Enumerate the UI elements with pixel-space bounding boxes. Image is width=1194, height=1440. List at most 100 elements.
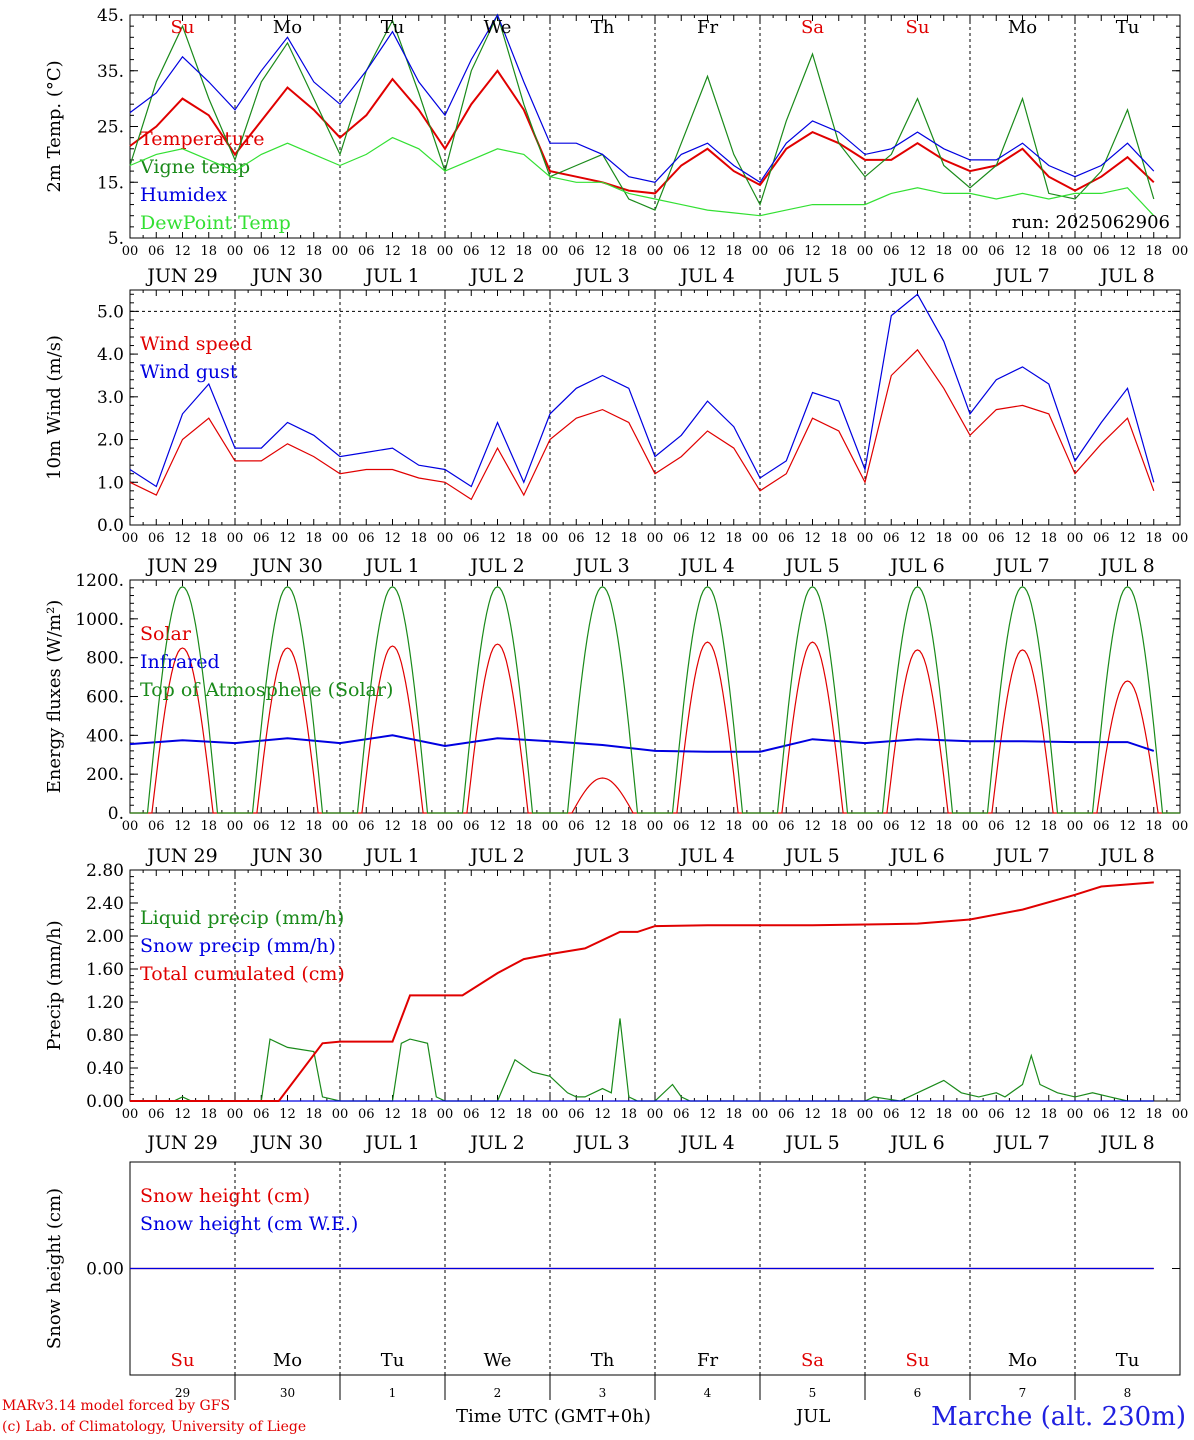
hour-tick-label: 12 <box>174 531 191 546</box>
hour-tick-label: 12 <box>384 244 401 259</box>
hour-tick-label: 00 <box>857 1107 874 1122</box>
hour-tick-label: 06 <box>463 531 480 546</box>
hour-tick-label: 12 <box>1119 819 1136 834</box>
hour-tick-label: 18 <box>1040 1107 1057 1122</box>
weekday-label: We <box>484 1350 512 1371</box>
y-axis-label: Energy fluxes (W/m²) <box>44 600 65 794</box>
hour-tick-label: 00 <box>752 244 769 259</box>
lab-credit: (c) Lab. of Climatology, University of L… <box>2 1419 307 1435</box>
hour-tick-label: 00 <box>542 244 559 259</box>
panel-snow: 0.00 Snow height (cm) Snow height (cm) Snow… <box>44 1161 1181 1376</box>
y-tick-label: 4.0 <box>97 345 124 365</box>
hour-tick-label: 00 <box>122 1107 139 1122</box>
hour-tick-label: 12 <box>804 531 821 546</box>
hour-tick-label: 00 <box>1067 1107 1084 1122</box>
hour-tick-label: 00 <box>647 244 664 259</box>
hour-tick-label: 06 <box>148 1107 165 1122</box>
date-label: JUL 7 <box>993 845 1049 867</box>
hour-tick-label: 18 <box>410 531 427 546</box>
panel-wind: 00 06 12 18 00 06 12 18 00 06 12 18 00 06 12 18 00 06 12 18… <box>44 289 1188 577</box>
hour-tick-label: 06 <box>358 1107 375 1122</box>
hour-tick-label: 12 <box>1119 244 1136 259</box>
hour-tick-label: 00 <box>122 244 139 259</box>
hour-tick-label: 12 <box>279 244 296 259</box>
hour-tick-label: 12 <box>384 531 401 546</box>
hour-tick-label: 12 <box>174 819 191 834</box>
hour-tick-label: 00 <box>1172 819 1189 834</box>
day-number-label: 29 <box>175 1386 190 1400</box>
hour-tick-label: 06 <box>673 531 690 546</box>
legend-entry: DewPoint Temp <box>140 212 291 234</box>
weekday-label: Fr <box>697 1350 718 1371</box>
hour-tick-label: 06 <box>988 819 1005 834</box>
date-label: JUN 29 <box>145 265 217 287</box>
hour-tick-label: 06 <box>673 1107 690 1122</box>
legend-entry: Solar <box>140 623 192 645</box>
day-number-label: 1 <box>389 1386 397 1400</box>
hour-tick-label: 18 <box>725 1107 742 1122</box>
hour-tick-label: 00 <box>227 1107 244 1122</box>
y-tick-label: 0.80 <box>86 1026 124 1046</box>
hour-tick-label: 00 <box>332 1107 349 1122</box>
y-tick-label: 1.0 <box>97 473 124 493</box>
legend-entry: Top of Atmosphere (Solar) <box>140 679 393 701</box>
date-label: JUL 2 <box>468 845 524 867</box>
hour-tick-label: 00 <box>437 819 454 834</box>
hour-tick-label: 00 <box>437 1107 454 1122</box>
weekday-label: Su <box>906 1350 930 1371</box>
hour-tick-label: 00 <box>227 819 244 834</box>
hour-tick-label: 00 <box>542 531 559 546</box>
date-label: JUL 3 <box>573 845 629 867</box>
hour-tick-label: 06 <box>148 819 165 834</box>
weekday-label: Mo <box>1008 1350 1037 1371</box>
hour-tick-label: 18 <box>200 819 217 834</box>
hour-tick-label: 18 <box>935 244 952 259</box>
hour-tick-label: 12 <box>489 1107 506 1122</box>
legend-entry: Snow height (cm) <box>140 1185 310 1207</box>
hour-tick-label: 18 <box>1040 531 1057 546</box>
date-label: JUL 7 <box>993 265 1049 287</box>
hour-tick-label: 06 <box>988 1107 1005 1122</box>
hour-tick-label: 06 <box>358 531 375 546</box>
date-label: JUN 29 <box>145 555 217 577</box>
date-label: JUL 5 <box>783 845 839 867</box>
date-label: JUL 3 <box>573 1132 629 1154</box>
hour-tick-label: 00 <box>647 1107 664 1122</box>
date-label: JUN 30 <box>250 265 322 287</box>
hour-tick-label: 18 <box>305 1107 322 1122</box>
hour-tick-label: 00 <box>332 244 349 259</box>
y-tick-label: 2.80 <box>86 861 124 881</box>
y-axis-label: 2m Temp. (°C) <box>44 60 65 192</box>
date-label: JUL 1 <box>363 845 419 867</box>
weekday-label: Fr <box>697 17 718 38</box>
date-label: JUL 3 <box>573 555 629 577</box>
date-label: JUL 6 <box>888 1132 944 1154</box>
hour-tick-label: 12 <box>489 244 506 259</box>
y-tick-label: 0.00 <box>86 1260 124 1280</box>
hour-tick-label: 18 <box>515 1107 532 1122</box>
hour-tick-label: 12 <box>1014 1107 1031 1122</box>
hour-tick-label: 00 <box>437 531 454 546</box>
hour-tick-label: 18 <box>1145 1107 1162 1122</box>
hour-tick-label: 18 <box>830 1107 847 1122</box>
hour-tick-label: 00 <box>227 244 244 259</box>
weekday-label: Su <box>171 17 195 38</box>
weekday-label: Tu <box>1116 17 1140 38</box>
hour-tick-label: 12 <box>1014 819 1031 834</box>
hour-tick-label: 06 <box>253 244 270 259</box>
weekday-label: Sa <box>801 1350 824 1371</box>
legend-entry: Total cumulated (cm) <box>140 963 345 985</box>
hour-tick-label: 18 <box>1145 819 1162 834</box>
series-solar <box>130 641 1180 814</box>
date-label: JUL 4 <box>678 555 734 577</box>
weekday-label: Su <box>171 1350 195 1371</box>
date-label: JUL 4 <box>678 1132 734 1154</box>
hour-tick-label: 18 <box>200 531 217 546</box>
y-tick-label: 1.20 <box>86 993 124 1013</box>
hour-tick-label: 18 <box>305 244 322 259</box>
hour-tick-label: 06 <box>253 819 270 834</box>
legend-entry: Liquid precip (mm/h) <box>140 907 344 929</box>
hour-tick-label: 18 <box>620 819 637 834</box>
y-tick-label: 5. <box>108 229 124 249</box>
hour-tick-label: 12 <box>804 819 821 834</box>
